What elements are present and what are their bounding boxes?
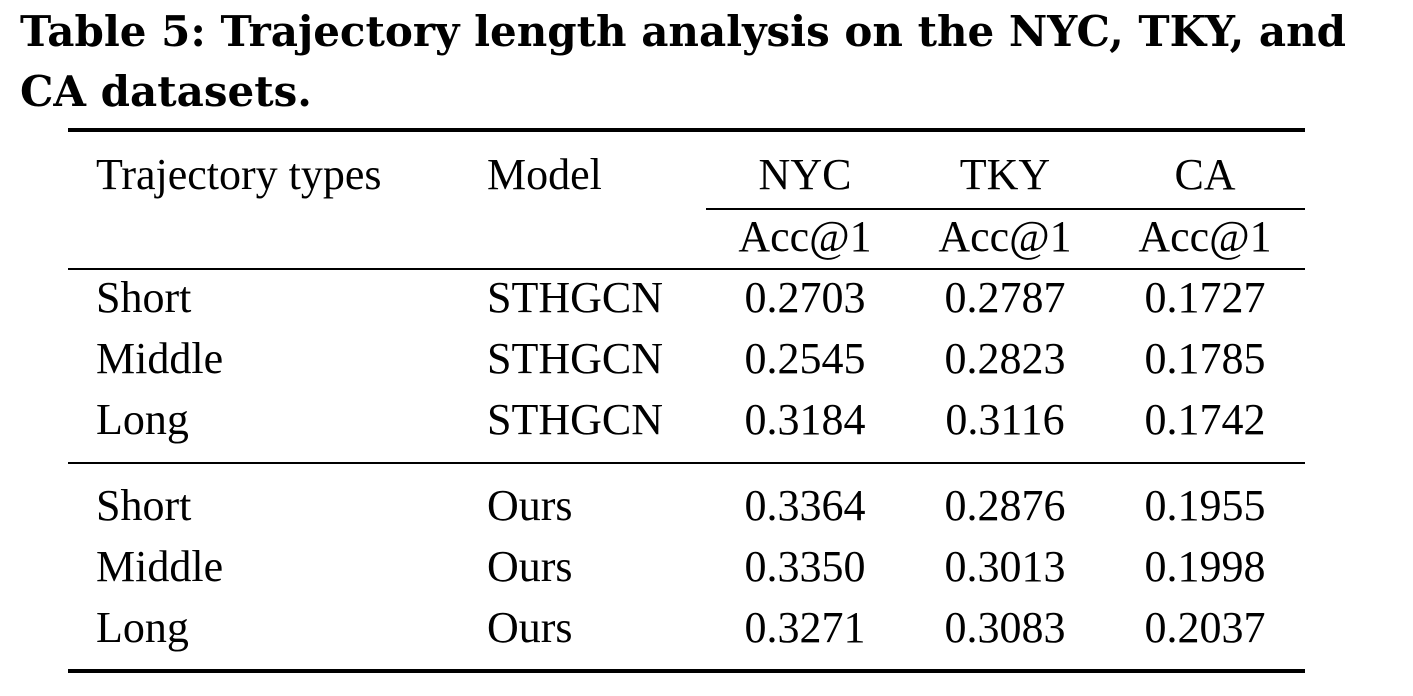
header-dataset-nyc: NYC bbox=[758, 150, 852, 199]
table-cell-nyc: 0.2703 bbox=[744, 273, 866, 322]
table-cell-ca: 0.2037 bbox=[1144, 603, 1266, 652]
table-cell-nyc: 0.3271 bbox=[744, 603, 866, 652]
header-model: Model bbox=[487, 150, 602, 199]
table-cell-model: Ours bbox=[487, 542, 573, 591]
table-cell-nyc: 0.3350 bbox=[744, 542, 866, 591]
table-cell-tky: 0.3116 bbox=[945, 395, 1065, 444]
table-cell-ca: 0.1785 bbox=[1144, 334, 1266, 383]
top-rule bbox=[68, 128, 1305, 132]
table-cell-nyc: 0.3184 bbox=[744, 395, 866, 444]
group-separator-rule bbox=[68, 462, 1305, 464]
table-cell-tky: 0.2876 bbox=[944, 481, 1066, 530]
table-cell-type: Short bbox=[96, 481, 192, 530]
table-cell-type: Long bbox=[96, 603, 189, 652]
table-cell-tky: 0.3013 bbox=[944, 542, 1066, 591]
table-cell-nyc: 0.2545 bbox=[744, 334, 866, 383]
table-cell-type: Middle bbox=[96, 542, 224, 591]
bottom-rule bbox=[68, 669, 1305, 673]
table-cell-tky: 0.2823 bbox=[944, 334, 1066, 383]
dataset-header-underline bbox=[706, 208, 1305, 210]
table-cell-model: Ours bbox=[487, 481, 573, 530]
header-dataset-ca: CA bbox=[1174, 150, 1236, 199]
header-metric-nyc: Acc@1 bbox=[738, 212, 872, 261]
header-metric-tky: Acc@1 bbox=[938, 212, 1072, 261]
table-cell-type: Middle bbox=[96, 334, 224, 383]
table-cell-type: Short bbox=[96, 273, 192, 322]
table-cell-ca: 0.1727 bbox=[1144, 273, 1266, 322]
table-cell-model: Ours bbox=[487, 603, 573, 652]
table-cell-tky: 0.3083 bbox=[944, 603, 1066, 652]
table-cell-ca: 0.1955 bbox=[1144, 481, 1266, 530]
table-cell-ca: 0.1742 bbox=[1144, 395, 1266, 444]
table-cell-model: STHGCN bbox=[487, 273, 664, 322]
table-cell-type: Long bbox=[96, 395, 189, 444]
table-cell-model: STHGCN bbox=[487, 395, 664, 444]
table-cell-tky: 0.2787 bbox=[944, 273, 1066, 322]
table-caption: Table 5: Trajectory length analysis on t… bbox=[20, 7, 1346, 116]
table-cell-nyc: 0.3364 bbox=[744, 481, 866, 530]
header-dataset-tky: TKY bbox=[959, 150, 1051, 199]
table-cell-ca: 0.1998 bbox=[1144, 542, 1266, 591]
header-metric-ca: Acc@1 bbox=[1138, 212, 1272, 261]
header-trajectory-types: Trajectory types bbox=[96, 150, 382, 199]
header-rule bbox=[68, 268, 1305, 270]
table-cell-model: STHGCN bbox=[487, 334, 664, 383]
